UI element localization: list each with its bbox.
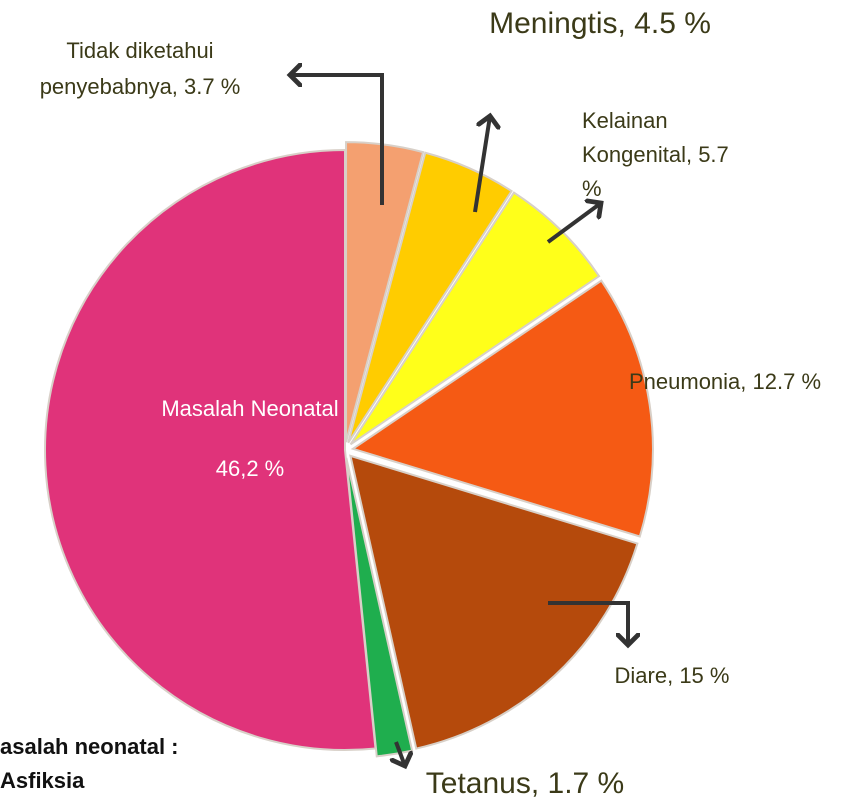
arrow xyxy=(290,75,384,205)
data-label: Pneumonia, 12.7 % xyxy=(629,369,821,394)
annotation: asalah neonatal : xyxy=(0,734,179,759)
pie-slice xyxy=(44,148,377,751)
arrow xyxy=(546,203,601,244)
annotation: Asfiksia xyxy=(0,768,85,793)
arrows xyxy=(290,75,628,766)
data-label: Diare, 15 % xyxy=(615,663,730,688)
pie xyxy=(44,141,654,758)
pie-slice xyxy=(345,141,425,443)
labels: Tidak diketahui penyebabnya, 3.7 % Meningt… xyxy=(0,7,821,800)
data-label: Meningtis, 4.5 % xyxy=(489,7,711,40)
data-label: % xyxy=(582,176,602,201)
data-label: Tetanus, 1.7 % xyxy=(426,767,624,800)
data-label: Kelainan xyxy=(582,108,668,133)
data-label: Tidak diketahui xyxy=(66,38,213,63)
data-label: 46,2 % xyxy=(216,456,285,481)
arrow xyxy=(473,116,490,213)
pie-slice xyxy=(350,279,654,538)
arrow xyxy=(396,741,405,766)
data-label: Masalah Neonatal xyxy=(161,396,338,421)
arrow xyxy=(548,601,628,645)
data-label: Kongenital, 5.7 xyxy=(582,142,729,167)
data-label: penyebabnya, 3.7 % xyxy=(40,74,241,99)
pie-slice xyxy=(349,191,601,446)
pie-slice xyxy=(347,151,513,444)
pie-slice xyxy=(349,454,639,750)
